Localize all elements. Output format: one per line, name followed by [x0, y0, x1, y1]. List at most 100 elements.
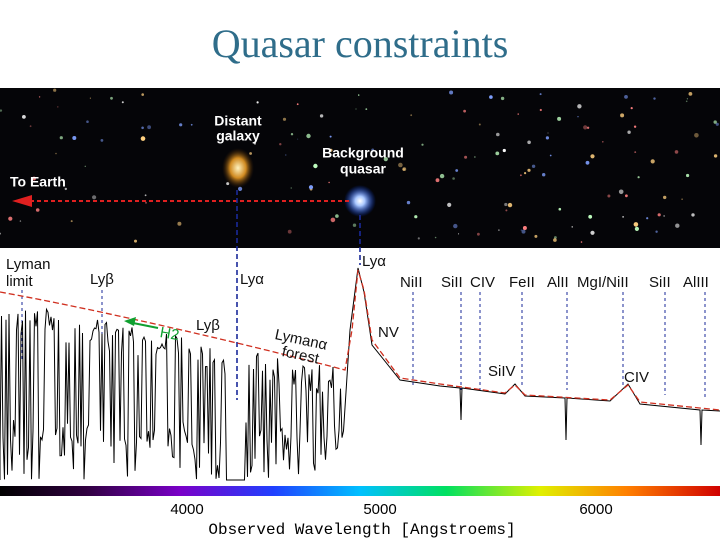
- line-label: MgI/NiII: [577, 274, 629, 291]
- star: [646, 217, 649, 220]
- star: [19, 220, 22, 222]
- star: [147, 125, 152, 130]
- star: [549, 154, 552, 157]
- star: [496, 132, 500, 137]
- star: [145, 201, 147, 204]
- star: [72, 136, 77, 140]
- axis-tick-label: 5000: [363, 501, 396, 518]
- galaxy-label: Distant: [214, 113, 262, 129]
- star: [329, 148, 333, 152]
- star: [577, 104, 582, 109]
- spectrum-trace: [0, 267, 720, 481]
- line-label: Lyβ: [90, 271, 114, 288]
- star: [134, 239, 137, 243]
- slide-title: Quasar constraints: [212, 21, 509, 66]
- star: [634, 226, 640, 231]
- star: [655, 230, 658, 233]
- star: [358, 94, 360, 96]
- star: [279, 143, 282, 146]
- star: [505, 209, 508, 212]
- star: [308, 185, 314, 190]
- star: [527, 168, 531, 172]
- star: [319, 114, 324, 118]
- star: [715, 122, 719, 126]
- line-label: NiII: [400, 274, 423, 291]
- star: [653, 97, 656, 100]
- star: [282, 117, 287, 121]
- star: [328, 181, 330, 184]
- line-label: SiIV: [488, 363, 516, 380]
- star: [602, 141, 604, 143]
- star: [539, 108, 542, 112]
- star: [439, 173, 445, 179]
- star: [590, 230, 595, 235]
- star: [38, 96, 41, 98]
- star: [35, 208, 40, 212]
- galaxy-label: galaxy: [216, 128, 260, 144]
- star-field: [0, 88, 720, 248]
- star: [447, 202, 452, 207]
- line-label: Lyα: [240, 271, 264, 288]
- star: [434, 236, 437, 239]
- star: [500, 96, 505, 101]
- star: [633, 125, 637, 128]
- star: [313, 163, 318, 169]
- star: [144, 194, 147, 197]
- star: [524, 172, 527, 175]
- h2-arrow-head: [124, 317, 136, 326]
- star: [474, 156, 476, 158]
- star: [453, 223, 458, 229]
- star: [522, 226, 527, 230]
- star: [580, 241, 583, 243]
- star: [590, 154, 595, 159]
- star: [285, 154, 287, 156]
- star: [86, 120, 89, 123]
- star: [121, 101, 124, 104]
- star: [577, 116, 579, 118]
- star: [177, 221, 182, 226]
- star: [452, 177, 455, 180]
- star: [421, 143, 424, 146]
- star: [534, 234, 538, 238]
- quasar-label: quasar: [340, 161, 386, 177]
- line-label: limit: [6, 273, 33, 290]
- star: [547, 132, 549, 134]
- star: [545, 136, 550, 140]
- star: [435, 178, 440, 183]
- star: [498, 229, 500, 231]
- star: [657, 213, 661, 217]
- stars: [0, 88, 719, 243]
- star: [554, 236, 557, 239]
- star: [227, 134, 230, 136]
- star: [458, 233, 460, 235]
- star: [607, 194, 611, 198]
- star: [520, 174, 522, 177]
- star: [571, 226, 573, 228]
- star: [630, 107, 633, 110]
- star: [297, 138, 299, 140]
- star: [663, 215, 665, 217]
- star: [53, 88, 57, 92]
- star: [287, 229, 292, 234]
- star: [637, 176, 640, 179]
- star: [414, 215, 418, 219]
- star: [57, 106, 59, 108]
- star: [190, 123, 193, 126]
- star: [449, 90, 454, 95]
- line-label: SiII: [649, 274, 671, 291]
- arrow-head: [12, 195, 32, 207]
- star: [553, 238, 557, 242]
- star: [256, 101, 259, 104]
- star: [365, 108, 368, 110]
- star: [8, 216, 13, 221]
- star: [557, 116, 562, 121]
- quasar-label: Background: [322, 145, 404, 161]
- star: [141, 93, 144, 96]
- axis-tick-label: 4000: [170, 501, 203, 518]
- star: [110, 96, 113, 100]
- star: [531, 164, 536, 168]
- star: [417, 237, 420, 240]
- star: [504, 202, 508, 207]
